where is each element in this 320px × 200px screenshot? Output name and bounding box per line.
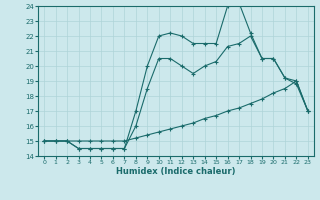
X-axis label: Humidex (Indice chaleur): Humidex (Indice chaleur) [116, 167, 236, 176]
